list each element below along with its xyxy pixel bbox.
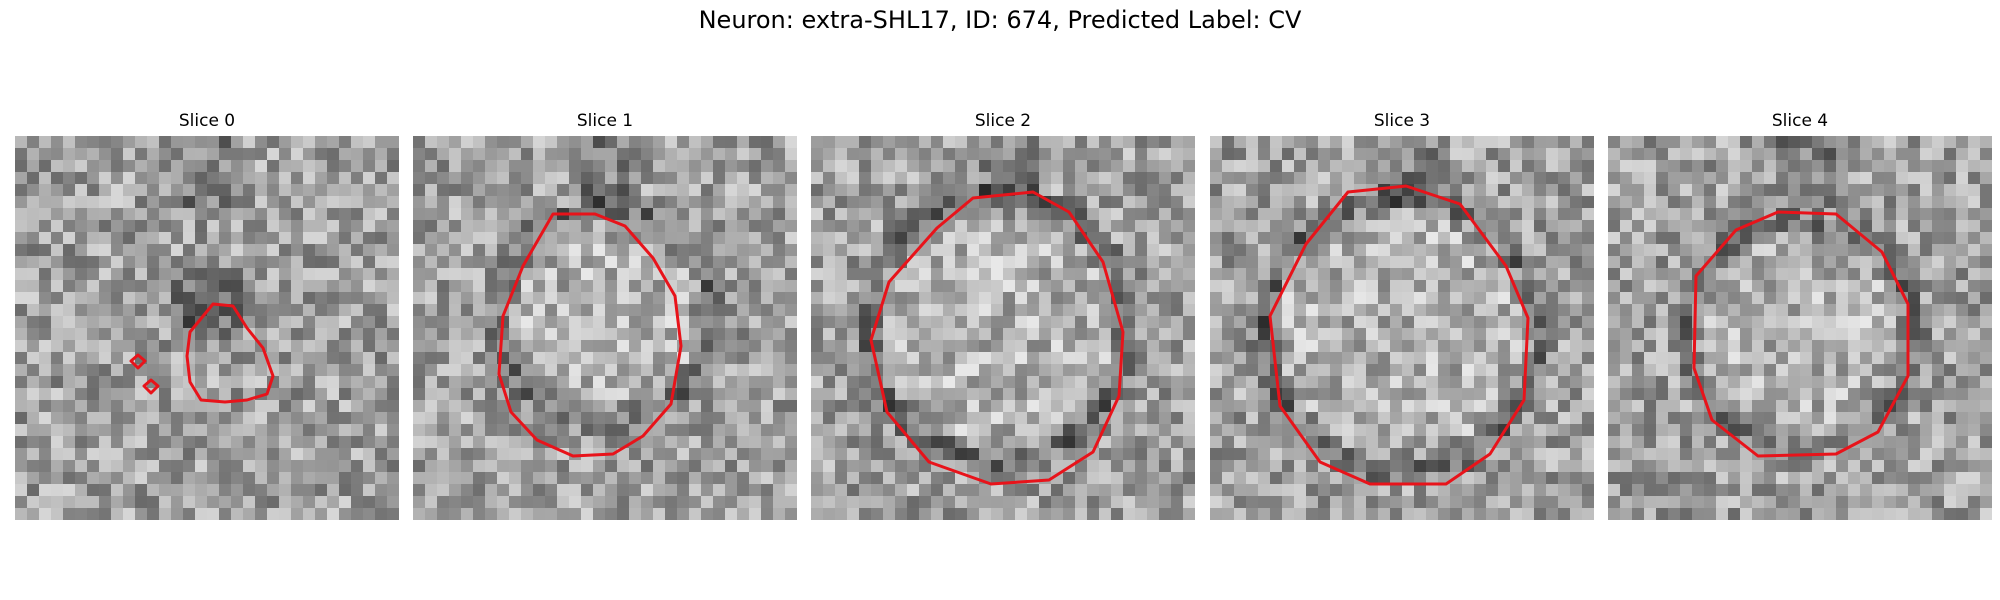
slice-panel-0: Slice 0 — [15, 106, 399, 520]
segmentation-contour — [869, 190, 1125, 486]
slice-title: Slice 2 — [974, 111, 1032, 131]
slice-panel-1: Slice 1 — [413, 106, 797, 520]
micrograph-pixels — [15, 136, 399, 520]
slice-image-2 — [811, 136, 1195, 520]
micrograph-pixels — [1210, 136, 1594, 520]
segmentation-contour — [129, 302, 275, 404]
segmentation-contour — [497, 212, 683, 458]
contour-main — [1692, 210, 1910, 458]
contour-main — [497, 212, 683, 458]
segmentation-contour — [1692, 210, 1910, 458]
slice-panel-4: Slice 4 — [1608, 106, 1992, 520]
contour-main — [185, 302, 275, 404]
slice-image-3 — [1210, 136, 1594, 520]
micrograph-pixels — [811, 136, 1195, 520]
contour-main — [1268, 184, 1530, 486]
contour-main — [869, 190, 1125, 486]
slice-panel-2: Slice 2 — [811, 106, 1195, 520]
slice-title: Slice 4 — [1771, 111, 1829, 131]
micrograph-pixels — [1608, 136, 1992, 520]
slice-image-0 — [15, 136, 399, 520]
slice-title: Slice 0 — [178, 111, 236, 131]
slice-image-4 — [1608, 136, 1992, 520]
slice-image-1 — [413, 136, 797, 520]
figure-title: Neuron: extra-SHL17, ID: 674, Predicted … — [698, 6, 1302, 34]
slice-title: Slice 1 — [576, 111, 634, 131]
contour-small-2 — [142, 378, 160, 395]
micrograph-pixels — [413, 136, 797, 520]
slice-title: Slice 3 — [1373, 111, 1431, 131]
segmentation-contour — [1268, 184, 1530, 486]
contour-small-1 — [129, 353, 147, 370]
slice-panel-3: Slice 3 — [1210, 106, 1594, 520]
